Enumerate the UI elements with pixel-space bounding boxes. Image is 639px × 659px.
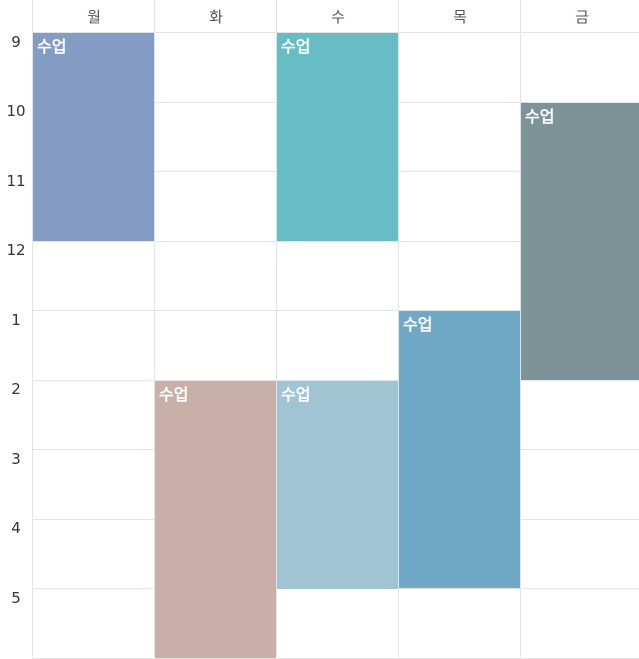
day-header-mon: 월 [87, 7, 101, 26]
class-block-title: 수업 [281, 37, 311, 56]
class-block[interactable]: 수업 [33, 33, 154, 241]
class-block[interactable]: 수업 [399, 311, 520, 588]
hour-label-4: 4 [11, 519, 21, 537]
hour-label-10: 10 [6, 102, 26, 120]
grid-column-line [398, 0, 399, 657]
class-block-title: 수업 [403, 315, 433, 334]
class-block-title: 수업 [281, 385, 311, 404]
grid-column-line [520, 0, 521, 657]
grid-column-line [276, 0, 277, 657]
grid-row-line [32, 32, 639, 33]
class-block[interactable]: 수업 [521, 103, 639, 380]
day-header-wed: 수 [331, 7, 345, 26]
hour-label-5: 5 [11, 589, 21, 607]
class-block[interactable]: 수업 [277, 381, 398, 589]
grid-row-line [32, 310, 639, 311]
hour-label-11: 11 [6, 172, 26, 190]
hour-label-9: 9 [11, 33, 21, 51]
hour-label-12: 12 [6, 241, 26, 259]
class-block-title: 수업 [159, 385, 189, 404]
hour-label-3: 3 [11, 450, 21, 468]
grid-row-line [32, 380, 639, 381]
class-block[interactable]: 수업 [277, 33, 398, 241]
hour-label-1: 1 [11, 311, 21, 329]
class-block-title: 수업 [525, 107, 555, 126]
day-header-tue: 화 [209, 7, 223, 26]
class-block-title: 수업 [37, 37, 67, 56]
class-block[interactable]: 수업 [155, 381, 276, 658]
grid-column-line [32, 0, 33, 657]
day-header-fri: 금 [575, 7, 589, 26]
day-header-thu: 목 [453, 7, 467, 26]
grid-column-line [154, 0, 155, 657]
grid-row-line [32, 241, 639, 242]
hour-label-2: 2 [11, 380, 21, 398]
